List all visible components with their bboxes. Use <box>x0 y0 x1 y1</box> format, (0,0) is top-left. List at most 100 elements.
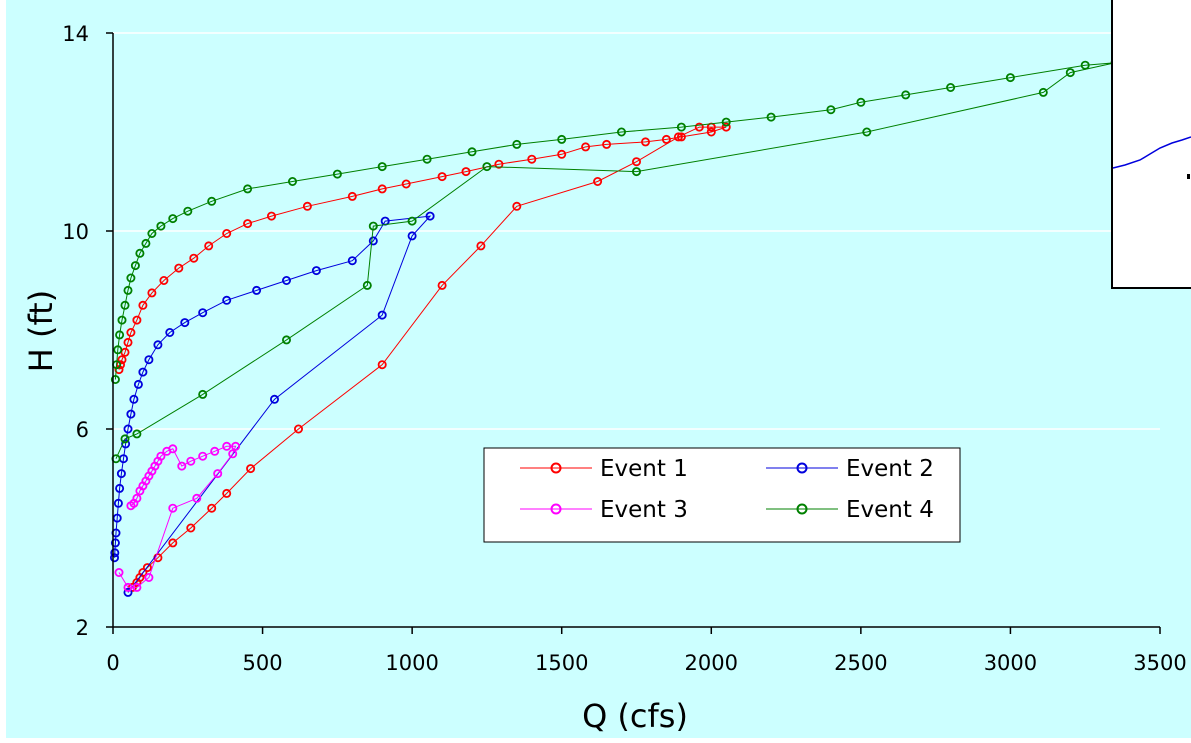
data-point-event-4 <box>156 221 166 231</box>
y-tick-label-6: 6 <box>76 418 89 442</box>
data-point-event-2 <box>347 256 357 266</box>
data-point-event-3 <box>123 582 133 592</box>
data-point-event-4 <box>120 434 130 444</box>
inset-panel <box>1111 0 1191 289</box>
data-point-event-1 <box>401 179 411 189</box>
data-point-event-1 <box>602 139 612 149</box>
legend-marker-event-1 <box>550 462 562 474</box>
data-point-event-1 <box>204 241 214 251</box>
data-point-event-4 <box>557 134 567 144</box>
data-point-event-4 <box>617 127 627 137</box>
tick-labels: 0 500 1000 1500 2000 2500 3000 3500 2 6 10 14 <box>62 22 1186 675</box>
data-point-event-1 <box>246 464 256 474</box>
legend-label-event-4: Event 4 <box>846 497 934 523</box>
grid-lines <box>113 32 1160 430</box>
data-point-event-1 <box>117 355 127 365</box>
data-point-event-3 <box>222 441 232 451</box>
data-point-event-1 <box>147 288 157 298</box>
data-point-event-2 <box>311 266 321 276</box>
data-point-event-4 <box>422 154 432 164</box>
data-point-event-2 <box>121 439 131 449</box>
data-point-event-2 <box>133 379 143 389</box>
data-point-event-4 <box>168 214 178 224</box>
data-point-event-4 <box>377 162 387 172</box>
data-point-event-4 <box>113 345 123 355</box>
data-point-event-4 <box>1080 60 1090 70</box>
data-point-event-4 <box>123 285 133 295</box>
data-point-event-1 <box>207 503 217 513</box>
legend-item-event-4: Event 4 <box>766 497 934 523</box>
legend-marker-event-2 <box>796 462 808 474</box>
data-point-event-4 <box>1065 68 1075 78</box>
data-point-event-4 <box>368 221 378 231</box>
data-point-event-1 <box>673 132 683 142</box>
data-point-event-4 <box>332 169 342 179</box>
data-point-event-1 <box>527 154 537 164</box>
legend-item-event-2: Event 2 <box>766 456 934 482</box>
series-event-1 <box>114 122 731 592</box>
y-tick-label-14: 14 <box>62 22 89 46</box>
data-point-event-4 <box>141 238 151 248</box>
inset-frame <box>1111 0 1191 289</box>
x-tick-label-1000: 1000 <box>385 651 438 675</box>
data-point-event-3 <box>168 503 178 513</box>
data-point-event-4 <box>467 147 477 157</box>
data-point-event-4 <box>117 315 127 325</box>
data-point-event-2 <box>113 498 123 508</box>
data-point-event-1 <box>437 280 447 290</box>
data-point-event-2 <box>116 469 126 479</box>
legend-label-event-2: Event 2 <box>846 456 934 482</box>
data-point-event-3 <box>186 456 196 466</box>
data-point-event-2 <box>425 211 435 221</box>
data-point-event-4 <box>147 228 157 238</box>
data-point-event-4 <box>126 273 136 283</box>
data-point-event-1 <box>632 157 642 167</box>
data-point-event-4 <box>1005 73 1015 83</box>
data-point-event-1 <box>186 523 196 533</box>
data-point-event-4 <box>632 167 642 177</box>
legend-label-event-3: Event 3 <box>600 497 688 523</box>
data-point-event-4 <box>826 105 836 115</box>
data-point-event-4 <box>512 139 522 149</box>
legend-item-event-3: Event 3 <box>520 497 688 523</box>
data-point-event-4 <box>198 389 208 399</box>
data-point-event-1 <box>706 127 716 137</box>
data-point-event-1 <box>138 300 148 310</box>
data-point-event-3 <box>144 573 154 583</box>
data-point-event-2 <box>115 483 125 493</box>
data-point-event-1 <box>557 149 567 159</box>
data-point-event-4 <box>1038 87 1048 97</box>
data-point-event-1 <box>512 201 522 211</box>
data-point-event-2 <box>126 409 136 419</box>
data-point-event-1 <box>168 538 178 548</box>
data-point-event-4 <box>281 335 291 345</box>
data-point-event-2 <box>165 327 175 337</box>
data-point-event-1 <box>142 563 152 573</box>
data-point-event-1 <box>377 184 387 194</box>
data-point-event-4 <box>362 280 372 290</box>
data-point-event-1 <box>694 122 704 132</box>
data-point-event-2 <box>269 394 279 404</box>
data-point-event-1 <box>243 219 253 229</box>
y-tick-label-10: 10 <box>62 220 89 244</box>
x-tick-label-500: 500 <box>243 651 283 675</box>
data-point-event-1 <box>222 228 232 238</box>
data-point-event-3 <box>210 446 220 456</box>
data-point-event-2 <box>110 548 120 558</box>
data-point-event-4 <box>287 176 297 186</box>
data-point-event-2 <box>138 367 148 377</box>
data-point-event-2 <box>281 275 291 285</box>
data-point-event-1 <box>347 191 357 201</box>
x-tick-label-2000: 2000 <box>685 651 738 675</box>
x-tick-label-0: 0 <box>106 651 119 675</box>
data-point-event-1 <box>494 159 504 169</box>
data-point-event-1 <box>114 365 124 375</box>
data-point-event-1 <box>476 241 486 251</box>
series-line-event-4 <box>114 62 1116 459</box>
data-point-event-3 <box>198 451 208 461</box>
data-point-event-1 <box>641 137 651 147</box>
data-point-event-1 <box>123 337 133 347</box>
data-point-event-3 <box>231 441 241 451</box>
legend: Event 1 Event 2 Event 3 Event 4 <box>483 447 961 543</box>
